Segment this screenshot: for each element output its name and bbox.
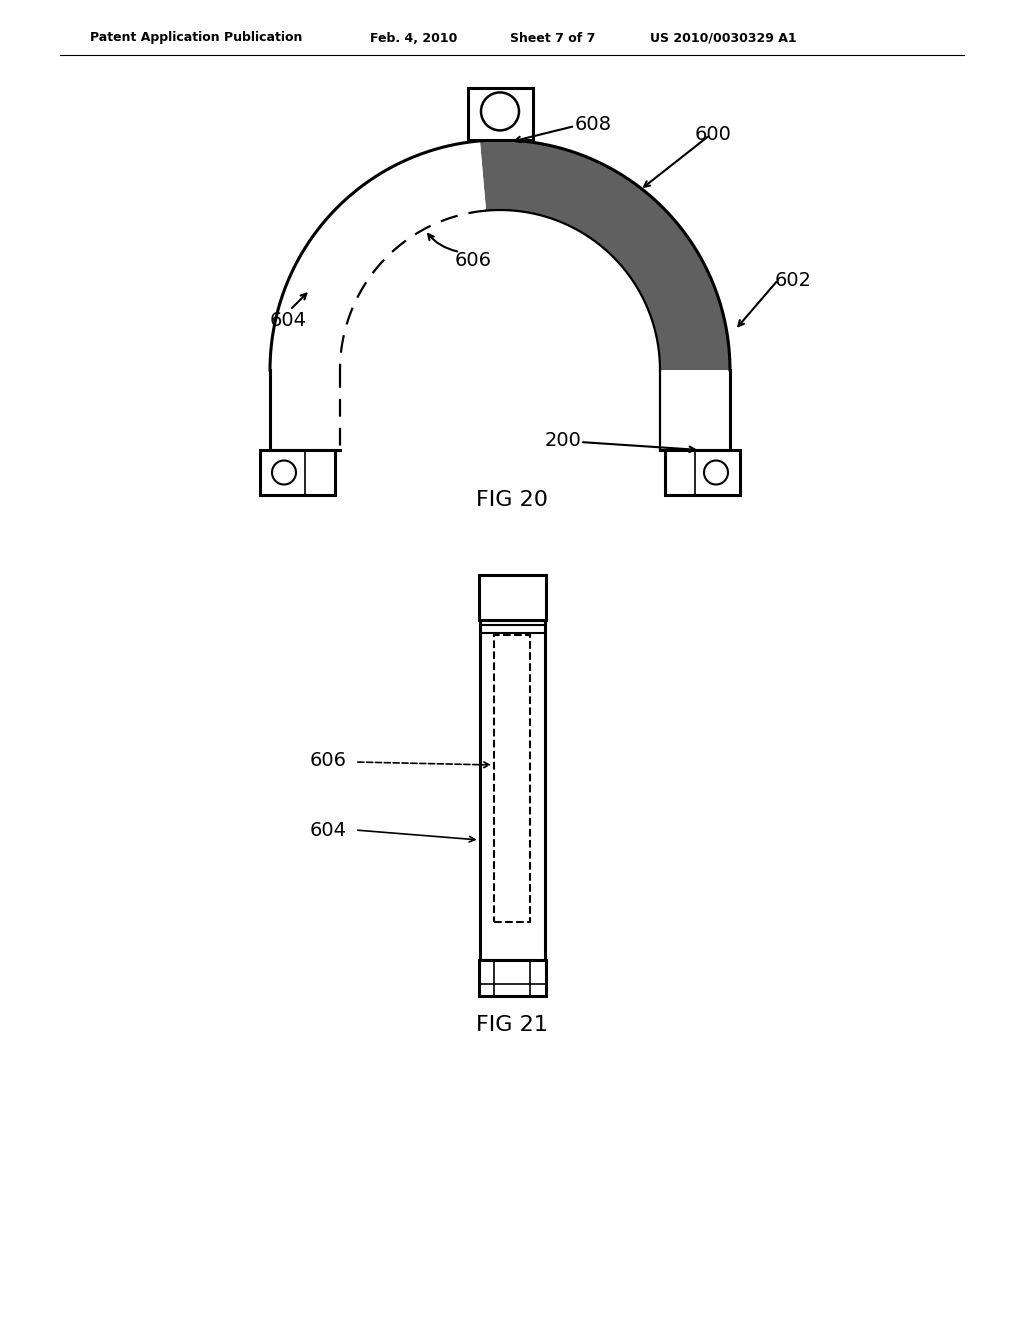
Text: 602: 602 [775, 271, 812, 289]
Text: Sheet 7 of 7: Sheet 7 of 7 [510, 32, 595, 45]
Circle shape [272, 461, 296, 484]
Polygon shape [480, 140, 730, 370]
Text: FIG 20: FIG 20 [476, 490, 548, 510]
Text: 606: 606 [455, 251, 492, 269]
Text: Feb. 4, 2010: Feb. 4, 2010 [370, 32, 458, 45]
Text: 608: 608 [575, 116, 612, 135]
Bar [478, 576, 546, 620]
Text: FIG 21: FIG 21 [476, 1015, 548, 1035]
Text: 604: 604 [310, 821, 347, 840]
Circle shape [705, 461, 728, 484]
Text: US 2010/0030329 A1: US 2010/0030329 A1 [650, 32, 797, 45]
Bar [494, 635, 530, 921]
Text: 200: 200 [545, 430, 582, 450]
Bar [260, 450, 335, 495]
Text: 606: 606 [310, 751, 347, 770]
Bar [468, 88, 532, 140]
Circle shape [481, 92, 519, 131]
Text: 600: 600 [695, 125, 732, 144]
Text: 604: 604 [270, 310, 307, 330]
Bar [478, 960, 546, 997]
Polygon shape [270, 141, 486, 370]
Bar [665, 450, 740, 495]
Text: Patent Application Publication: Patent Application Publication [90, 32, 302, 45]
Bar [479, 620, 545, 960]
